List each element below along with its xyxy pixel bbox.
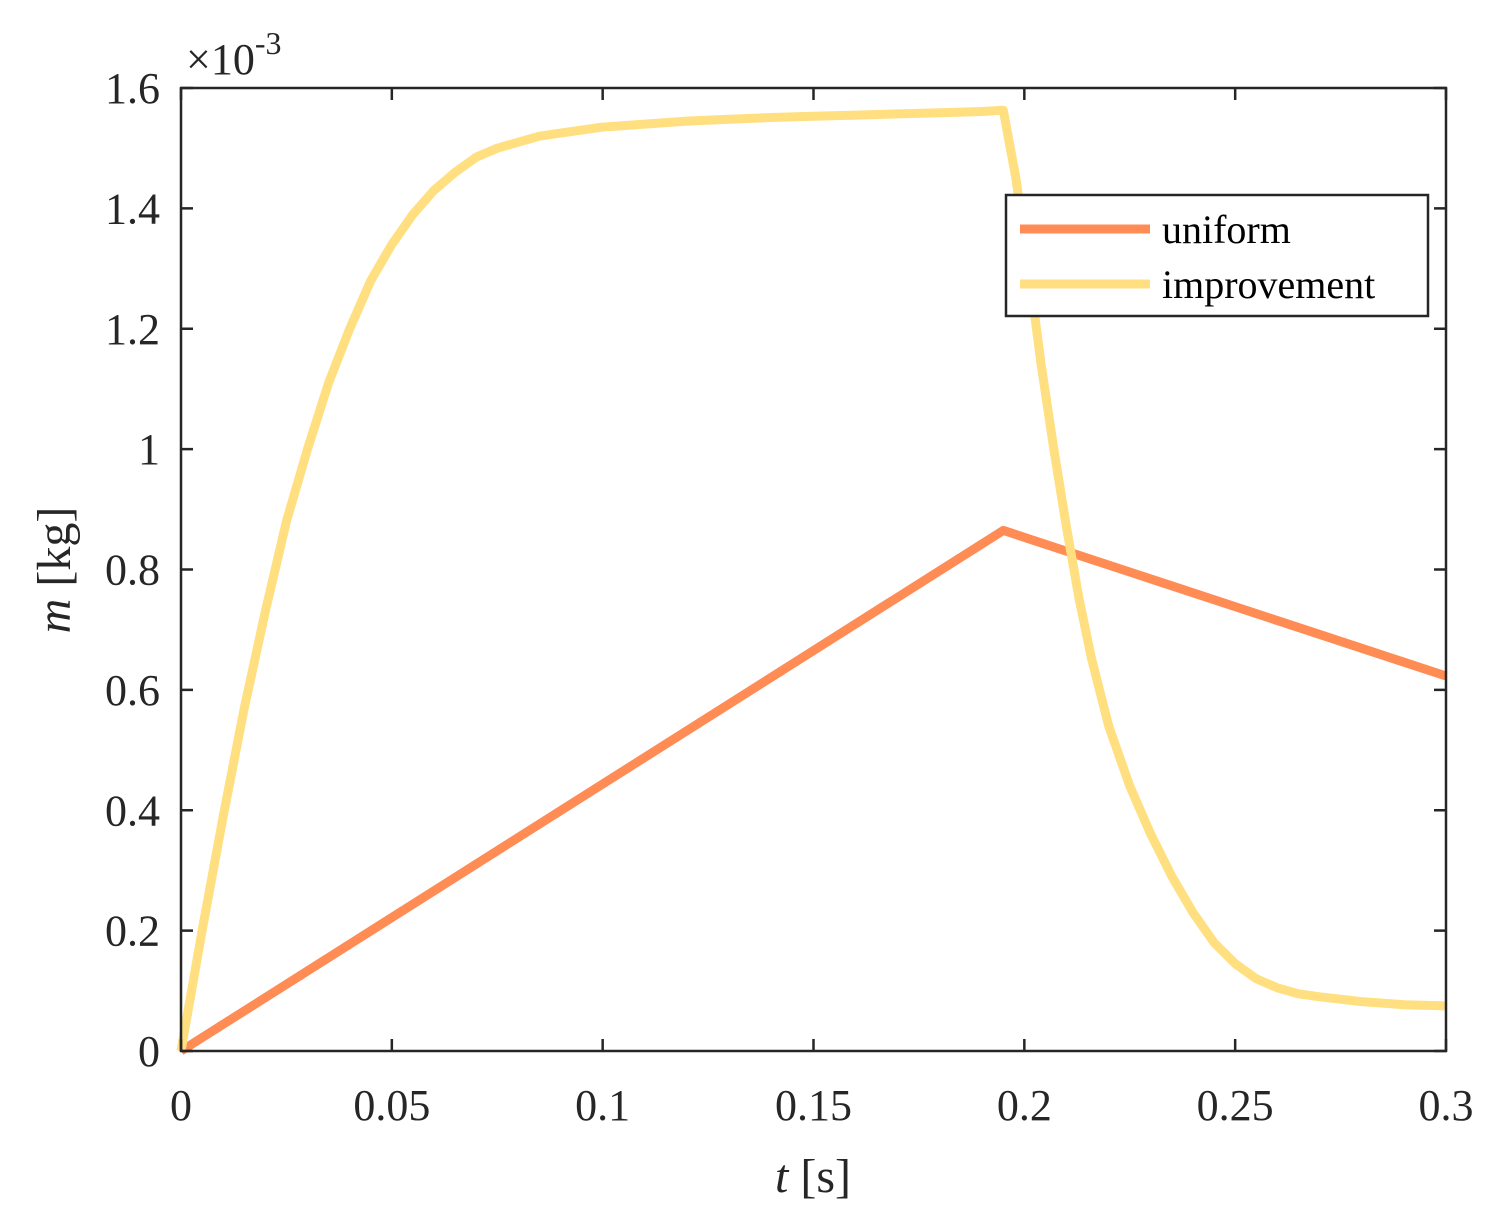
x-tick-label: 0.3 <box>1419 1081 1474 1130</box>
x-tick-label: 0.05 <box>353 1081 430 1130</box>
y-tick-label: 1.6 <box>105 64 160 113</box>
y-tick-label: 0.4 <box>105 786 160 835</box>
legend-box <box>1004 193 1430 318</box>
y-axis-unit: [kg] <box>28 507 81 587</box>
x-tick-label: 0.25 <box>1197 1081 1274 1130</box>
y-exponent-label: ×10-3 <box>186 25 281 84</box>
y-axis-title: m [kg] <box>28 507 81 634</box>
x-axis-title: t [s] <box>775 1150 851 1203</box>
series-layer <box>176 105 1448 1055</box>
y-tick-labels: 0 0.2 0.4 0.6 0.8 1 1.2 1.4 1.6 <box>105 64 160 1076</box>
x-axis-unit: [s] <box>800 1150 851 1203</box>
y-tick-label: 0 <box>138 1027 160 1076</box>
x-tick-label: 0.1 <box>575 1081 630 1130</box>
plot-area-frame <box>179 86 1448 1053</box>
x-tick-labels: 0 0.05 0.1 0.15 0.2 0.25 0.3 <box>170 1081 1474 1130</box>
y-tick-label: 1 <box>138 425 160 474</box>
y-tick-label: 1.2 <box>105 305 160 354</box>
y-tick-label: 0.2 <box>105 907 160 956</box>
y-exponent-power: -3 <box>255 25 282 61</box>
series-line-uniform <box>178 525 1448 1055</box>
y-tick-label: 1.4 <box>105 184 160 233</box>
series-line-improvement <box>176 105 1447 1052</box>
x-axis-variable: t <box>775 1150 790 1203</box>
y-tick-label: 0.6 <box>105 666 160 715</box>
x-tick-label: 0.2 <box>997 1081 1052 1130</box>
legend-label-uniform: uniform <box>1162 207 1291 252</box>
legend-label-improvement: improvement <box>1162 262 1375 307</box>
y-tick-label: 0.8 <box>105 546 160 595</box>
y-axis-variable: m <box>28 599 81 634</box>
legend: uniform improvement <box>1004 193 1430 318</box>
x-tick-label: 0.15 <box>775 1081 852 1130</box>
x-tick-label: 0 <box>170 1081 192 1130</box>
